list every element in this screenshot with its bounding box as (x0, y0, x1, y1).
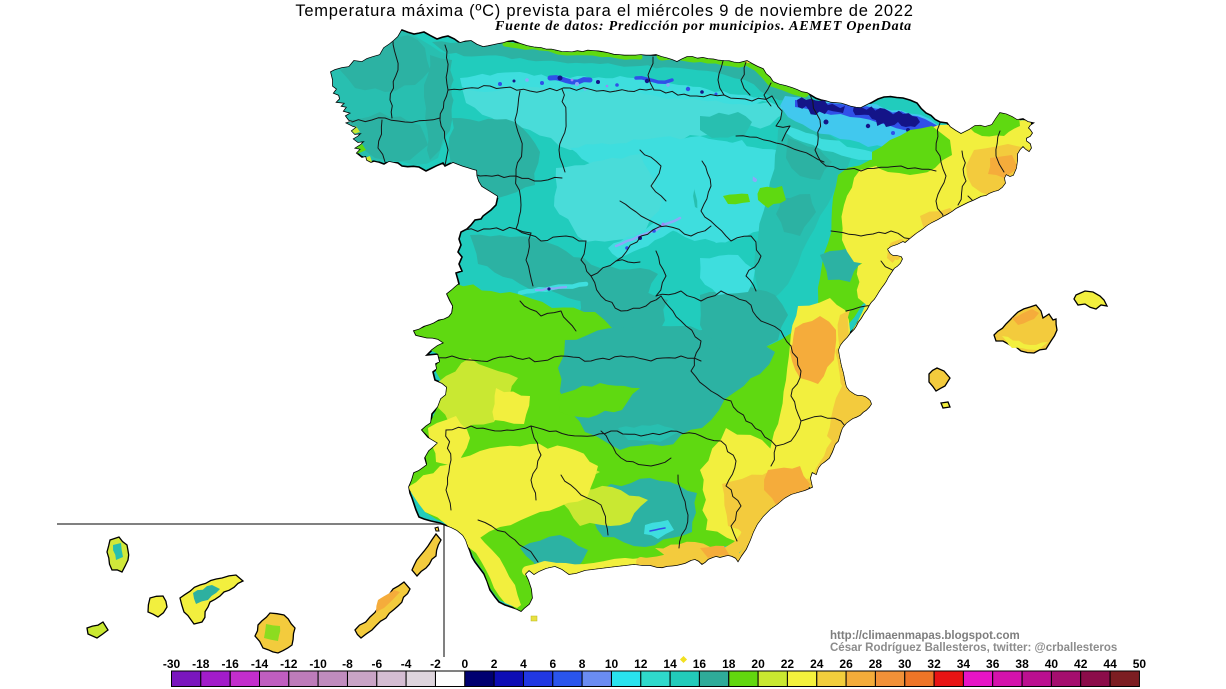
svg-text:20: 20 (751, 657, 765, 671)
svg-text:14: 14 (663, 657, 677, 671)
svg-text:6: 6 (549, 657, 556, 671)
svg-text:César Rodríguez Ballesteros, t: César Rodríguez Ballesteros, twitter: @c… (830, 642, 1117, 654)
svg-text:-4: -4 (401, 657, 412, 671)
svg-text:-8: -8 (342, 657, 353, 671)
svg-text:-10: -10 (309, 657, 327, 671)
svg-text:-30: -30 (163, 657, 181, 671)
svg-text:38: 38 (1015, 657, 1029, 671)
svg-text:http://climaenmapas.blogspot.c: http://climaenmapas.blogspot.com (830, 630, 1020, 642)
svg-text:22: 22 (781, 657, 795, 671)
svg-text:2: 2 (491, 657, 498, 671)
svg-text:12: 12 (634, 657, 648, 671)
svg-text:-2: -2 (430, 657, 441, 671)
svg-text:4: 4 (520, 657, 527, 671)
svg-text:42: 42 (1074, 657, 1088, 671)
svg-text:44: 44 (1103, 657, 1117, 671)
svg-text:Fuente de datos: Predicción po: Fuente de datos: Predicción por municipi… (494, 19, 912, 34)
svg-text:-16: -16 (222, 657, 240, 671)
svg-text:Temperatura máxima (ºC) previs: Temperatura máxima (ºC) prevista para el… (295, 2, 913, 20)
svg-text:30: 30 (898, 657, 912, 671)
svg-text:50: 50 (1133, 657, 1147, 671)
svg-text:-6: -6 (371, 657, 382, 671)
svg-text:0: 0 (461, 657, 468, 671)
svg-text:34: 34 (957, 657, 971, 671)
svg-text:16: 16 (693, 657, 707, 671)
svg-text:32: 32 (927, 657, 941, 671)
svg-text:40: 40 (1045, 657, 1059, 671)
svg-text:8: 8 (579, 657, 586, 671)
svg-text:-14: -14 (251, 657, 269, 671)
svg-text:28: 28 (869, 657, 883, 671)
svg-text:36: 36 (986, 657, 1000, 671)
svg-text:24: 24 (810, 657, 824, 671)
svg-text:-18: -18 (192, 657, 210, 671)
svg-text:26: 26 (839, 657, 853, 671)
svg-text:10: 10 (605, 657, 619, 671)
svg-text:-12: -12 (280, 657, 298, 671)
svg-text:18: 18 (722, 657, 736, 671)
